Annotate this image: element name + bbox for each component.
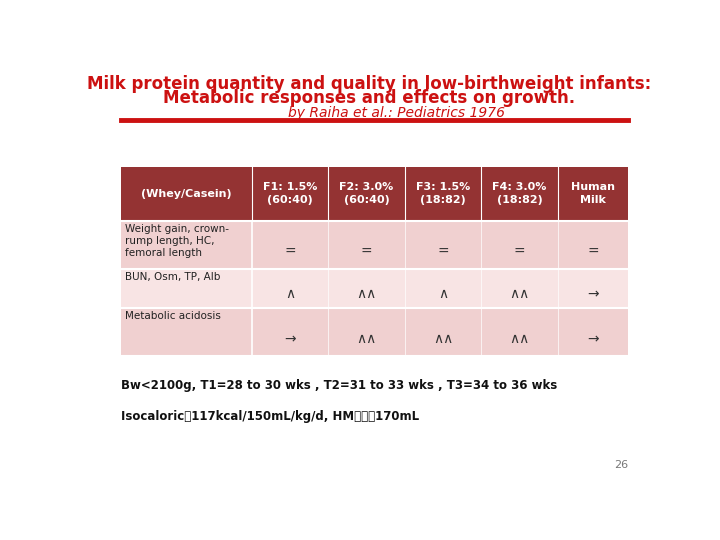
Text: →: → bbox=[588, 287, 599, 301]
Text: ∧∧: ∧∧ bbox=[356, 287, 377, 301]
Text: BUN, Osm, TP, Alb: BUN, Osm, TP, Alb bbox=[125, 272, 220, 282]
Text: F4: 3.0%
(18:82): F4: 3.0% (18:82) bbox=[492, 183, 546, 205]
Text: (Whey/Casein): (Whey/Casein) bbox=[141, 188, 232, 199]
FancyBboxPatch shape bbox=[121, 268, 629, 308]
Text: =: = bbox=[513, 245, 525, 259]
Text: Metabolic responses and effects on growth.: Metabolic responses and effects on growt… bbox=[163, 89, 575, 107]
Text: =: = bbox=[588, 245, 599, 259]
Text: Isocaloric：117kcal/150mL/kg/d, HMのみ：170mL: Isocaloric：117kcal/150mL/kg/d, HMのみ：170m… bbox=[121, 410, 419, 423]
Text: ∧∧: ∧∧ bbox=[433, 332, 453, 346]
FancyBboxPatch shape bbox=[121, 221, 629, 268]
FancyBboxPatch shape bbox=[121, 167, 629, 221]
Text: F1: 1.5%
(60:40): F1: 1.5% (60:40) bbox=[263, 183, 318, 205]
Text: F2: 3.0%
(60:40): F2: 3.0% (60:40) bbox=[339, 183, 394, 205]
Text: →: → bbox=[588, 332, 599, 346]
Text: 26: 26 bbox=[614, 460, 629, 470]
Text: ∧: ∧ bbox=[438, 287, 448, 301]
Text: =: = bbox=[361, 245, 372, 259]
Text: by Raiha et al.: Pediatrics 1976: by Raiha et al.: Pediatrics 1976 bbox=[289, 106, 505, 120]
Text: =: = bbox=[437, 245, 449, 259]
Text: ∧∧: ∧∧ bbox=[509, 287, 529, 301]
Text: Bw<2100g, T1=28 to 30 wks , T2=31 to 33 wks , T3=34 to 36 wks: Bw<2100g, T1=28 to 30 wks , T2=31 to 33 … bbox=[121, 379, 557, 392]
Text: Metabolic acidosis: Metabolic acidosis bbox=[125, 312, 220, 321]
Text: Milk protein quantity and quality in low-birthweight infants:: Milk protein quantity and quality in low… bbox=[87, 75, 651, 93]
FancyBboxPatch shape bbox=[121, 308, 629, 356]
Text: =: = bbox=[284, 245, 296, 259]
Text: F3: 1.5%
(18:82): F3: 1.5% (18:82) bbox=[416, 183, 470, 205]
Text: ∧∧: ∧∧ bbox=[509, 332, 529, 346]
Text: Human
Milk: Human Milk bbox=[571, 183, 615, 205]
Text: Weight gain, crown-
rump length, HC,
femoral length: Weight gain, crown- rump length, HC, fem… bbox=[125, 224, 228, 258]
Text: →: → bbox=[284, 332, 296, 346]
Text: ∧∧: ∧∧ bbox=[356, 332, 377, 346]
Text: ∧: ∧ bbox=[285, 287, 295, 301]
